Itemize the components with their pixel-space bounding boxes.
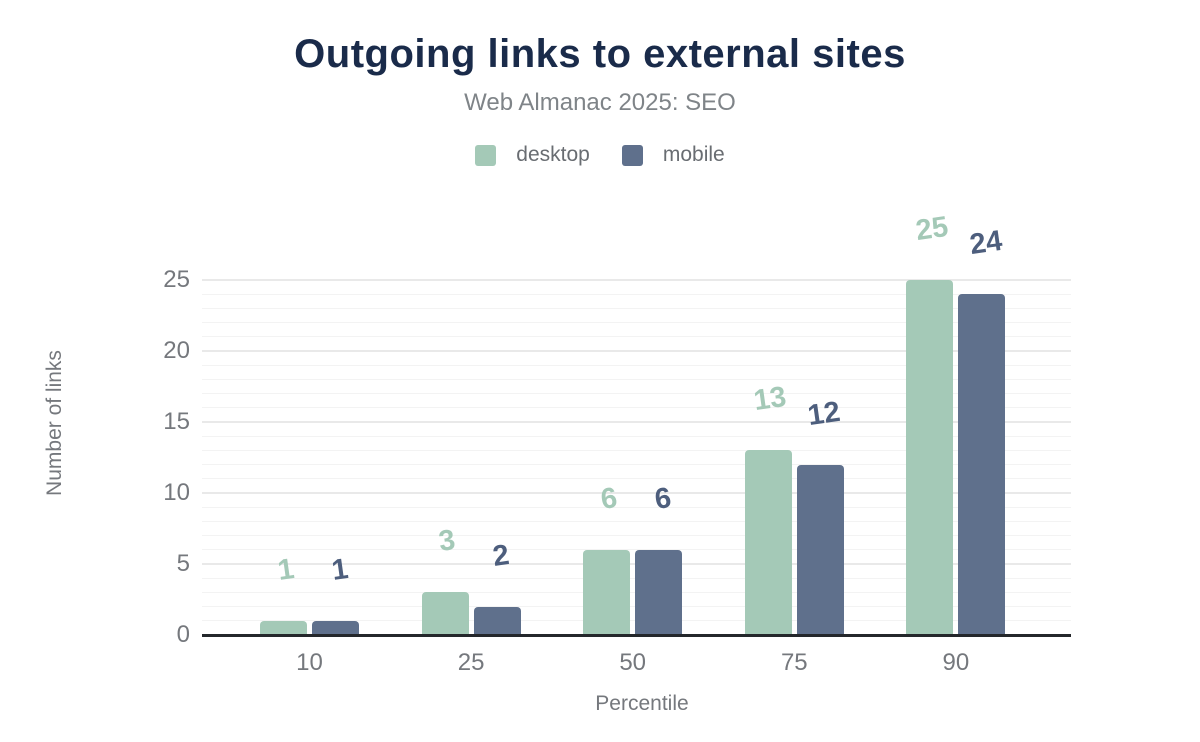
legend-item-desktop: desktop (475, 143, 590, 167)
gridline-minor (202, 293, 1071, 295)
x-tick-label: 90 (942, 649, 970, 676)
gridline-major (202, 350, 1071, 352)
y-tick-label: 5 (176, 550, 190, 577)
bar-mobile-p25 (473, 606, 521, 635)
x-tick-label: 75 (780, 649, 808, 676)
legend-item-mobile: mobile (621, 143, 725, 167)
y-tick-label: 20 (163, 337, 190, 364)
y-tick-label: 25 (163, 266, 190, 293)
bar-mobile-p50 (635, 549, 683, 635)
gridline-minor (202, 322, 1071, 324)
y-tick-label: 15 (163, 408, 190, 435)
gridline-minor (202, 520, 1071, 522)
gridline-minor (202, 535, 1071, 537)
y-axis-title: Number of links (43, 350, 66, 496)
gridline-major (202, 421, 1071, 423)
gridline-minor (202, 378, 1071, 380)
x-tick-label: 10 (296, 649, 323, 676)
legend-swatch-mobile-icon (621, 144, 643, 166)
gridline-minor (202, 435, 1071, 437)
gridline-minor (202, 478, 1071, 480)
y-tick-label: 10 (163, 479, 190, 506)
y-tick-label: 0 (176, 621, 190, 648)
gridline-minor (202, 464, 1071, 466)
x-tick-label: 50 (619, 649, 647, 676)
bar-desktop-p10 (260, 620, 307, 635)
bar-mobile-p90 (958, 294, 1006, 635)
chart-subtitle: Web Almanac 2025: SEO (464, 89, 736, 116)
gridline-major (202, 279, 1071, 281)
x-tick-label: 25 (457, 649, 485, 676)
gridline-minor (202, 393, 1071, 395)
gridline-minor (202, 336, 1071, 338)
gridline-minor (202, 307, 1071, 309)
legend: desktop mobile (0, 143, 1200, 167)
legend-label-desktop: desktop (516, 143, 590, 166)
x-axis-line (202, 633, 1071, 637)
gridline-minor (202, 407, 1071, 409)
legend-label-mobile: mobile (662, 143, 725, 166)
gridline-minor (202, 506, 1071, 508)
bar-mobile-p10 (312, 620, 359, 635)
bar-desktop-p75 (744, 450, 792, 635)
gridline-minor (202, 364, 1071, 366)
bar-desktop-p25 (421, 592, 469, 635)
bar-desktop-p90 (906, 280, 954, 635)
legend-swatch-desktop-icon (475, 144, 497, 166)
chart-title: Outgoing links to external sites (294, 32, 906, 76)
bar-desktop-p50 (583, 549, 631, 635)
x-axis-title: Percentile (595, 692, 689, 715)
bar-mobile-p75 (796, 464, 844, 635)
gridline-minor (202, 449, 1071, 451)
gridline-major (202, 492, 1071, 494)
